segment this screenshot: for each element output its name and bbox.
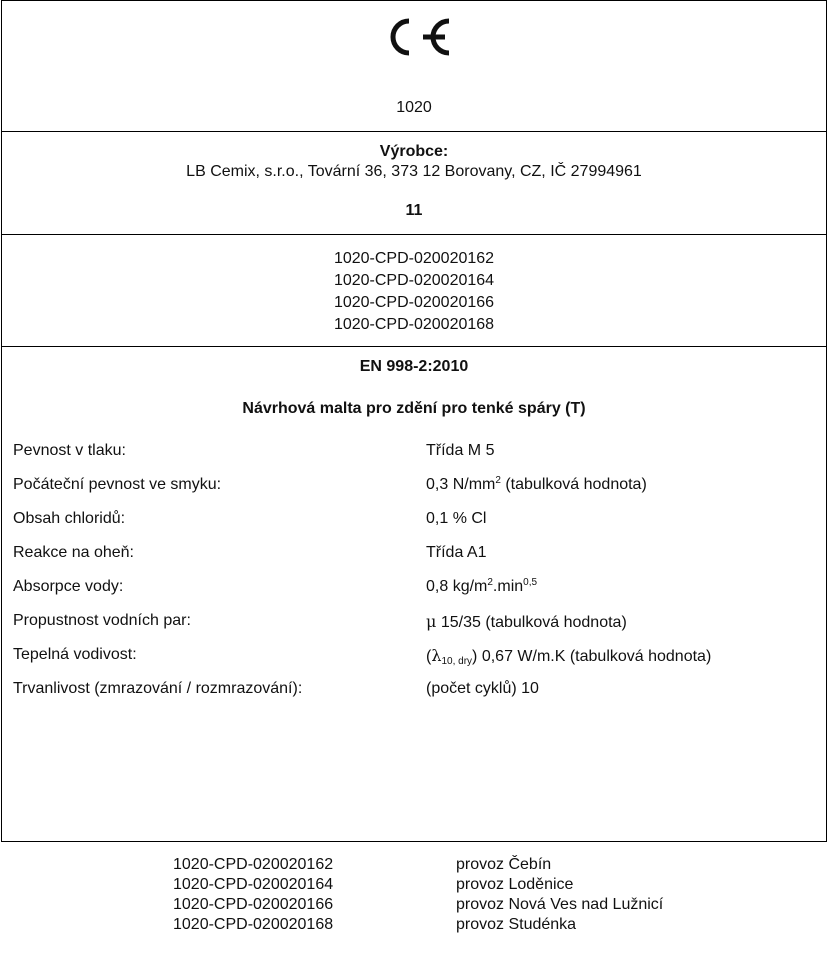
property-row: Pevnost v tlaku: Třída M 5: [2, 442, 826, 464]
property-value: Třída M 5: [426, 442, 495, 459]
property-label: Obsah chloridů:: [13, 510, 126, 527]
property-value: 0,1 % Cl: [426, 510, 487, 527]
property-row: Počáteční pevnost ve smyku: 0,3 N/mm2 (t…: [2, 476, 826, 498]
ce-mark-logo: [2, 17, 826, 63]
property-label: Počáteční pevnost ve smyku:: [13, 476, 222, 493]
certificate-number: 1020-CPD-020020164: [333, 272, 495, 289]
plant-name: provoz Čebín: [456, 856, 552, 873]
year-of-marking: 11: [405, 202, 423, 219]
property-row: Propustnost vodních par: μ 15/35 (tabulk…: [2, 612, 826, 634]
manufacturer-heading: Výrobce:: [379, 143, 449, 160]
property-value: (počet cyklů) 10: [426, 680, 539, 697]
divider: [2, 234, 826, 235]
plant-name: provoz Studénka: [456, 916, 577, 933]
property-value: 0,8 kg/m2.min0,5: [426, 577, 538, 596]
plant-certificate: 1020-CPD-020020162: [173, 856, 334, 873]
product-description: Návrhová malta pro zdění pro tenké spáry…: [242, 400, 586, 417]
plant-certificate: 1020-CPD-020020168: [173, 916, 334, 933]
property-value: Třída A1: [426, 544, 487, 561]
plant-certificate: 1020-CPD-020020166: [173, 896, 334, 913]
property-label: Reakce na oheň:: [13, 544, 134, 561]
property-label: Trvanlivost (zmrazování / rozmrazování):: [13, 680, 303, 697]
plant-certificate: 1020-CPD-020020164: [173, 876, 334, 893]
ce-label: 1020 Výrobce: LB Cemix, s.r.o., Tovární …: [1, 0, 827, 842]
property-row: Obsah chloridů: 0,1 % Cl: [2, 510, 826, 532]
notified-body-number: 1020: [396, 99, 432, 116]
divider: [2, 346, 826, 347]
property-label: Absorpce vody:: [13, 578, 124, 595]
property-label: Pevnost v tlaku:: [13, 442, 126, 459]
divider: [2, 131, 826, 132]
plant-name: provoz Loděnice: [456, 876, 574, 893]
property-label: Propustnost vodních par:: [13, 612, 191, 629]
standard-reference: EN 998-2:2010: [359, 358, 469, 375]
property-label: Tepelná vodivost:: [13, 646, 137, 663]
property-row: Tepelná vodivost: (λ10, dry) 0,67 W/m.K …: [2, 646, 826, 668]
property-row: Absorpce vody: 0,8 kg/m2.min0,5: [2, 578, 826, 600]
certificate-number: 1020-CPD-020020168: [333, 316, 495, 333]
property-value: μ 15/35 (tabulková hodnota): [426, 612, 627, 631]
manufacturer-address: LB Cemix, s.r.o., Tovární 36, 373 12 Bor…: [186, 163, 642, 180]
property-row: Trvanlivost (zmrazování / rozmrazování):…: [2, 680, 826, 702]
property-value: 0,3 N/mm2 (tabulková hodnota): [426, 475, 647, 494]
plant-name: provoz Nová Ves nad Lužnicí: [456, 896, 664, 913]
certificate-number: 1020-CPD-020020166: [333, 294, 495, 311]
property-value: (λ10, dry) 0,67 W/m.K (tabulková hodnota…: [426, 646, 712, 667]
ce-mark-icon: [390, 18, 450, 56]
property-row: Reakce na oheň: Třída A1: [2, 544, 826, 566]
certificate-number: 1020-CPD-020020162: [333, 250, 495, 267]
